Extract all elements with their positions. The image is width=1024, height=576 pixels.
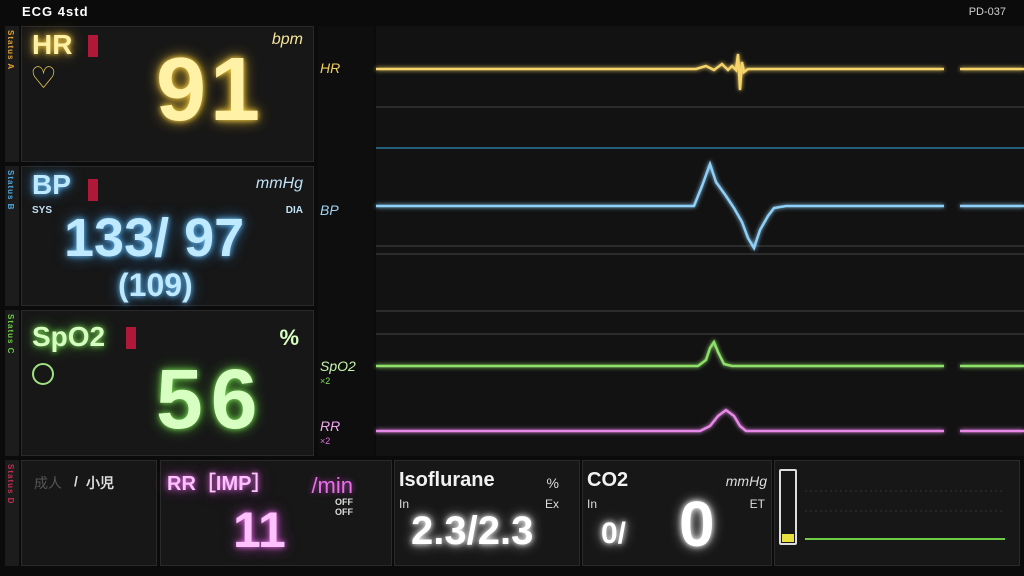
status-strip-d: Status D — [5, 460, 19, 566]
patient-child-option[interactable]: 小児 — [86, 475, 114, 491]
waveform-canvas — [376, 53, 1024, 433]
spo2-unit: % — [279, 325, 299, 350]
isoflurane-value: 2.3/2.3 — [411, 509, 534, 553]
rr-off-indicator-2: OFF — [335, 507, 353, 517]
device-id: PD-037 — [968, 6, 1006, 18]
hr-wave-label: HR — [320, 60, 341, 76]
bp-mean-value: (109) — [118, 267, 193, 303]
co2-level-fill — [782, 534, 794, 542]
patient-adult-option[interactable]: 成人 — [34, 475, 62, 491]
rr-unit: /min — [311, 473, 353, 498]
co2-in-value: 0/ — [601, 517, 627, 550]
bp-alarm-indicator — [88, 179, 98, 201]
rr-wave-label: RR — [320, 418, 341, 434]
hr-panel[interactable]: HR bpm ♡ 91 — [21, 26, 314, 162]
rr-panel[interactable]: RR［IMP］ /min OFF OFF 11 — [160, 460, 392, 566]
rr-wave-scale: ×2 — [320, 436, 331, 446]
status-strip-a: Status A — [5, 26, 19, 162]
co2-in-label: In — [587, 497, 598, 511]
bp-waveform — [376, 160, 1024, 251]
rr-waveform — [376, 408, 1024, 433]
status-strip-b: Status B — [5, 166, 19, 306]
hr-value: 91 — [156, 40, 265, 140]
bp-sys-label: SYS — [32, 205, 53, 216]
co2-et-label: ET — [749, 497, 765, 511]
isoflurane-panel[interactable]: Isoflurane % In Ex 2.3/2.3 — [394, 460, 580, 566]
bp-dia-label: DIA — [285, 205, 303, 216]
bp-wave-label: BP — [320, 202, 339, 218]
co2-panel[interactable]: CO2 mmHg In ET 0/ 0 — [582, 460, 772, 566]
hr-waveform — [376, 53, 1024, 91]
bp-panel[interactable]: BP mmHg SYS DIA 133/ 97 (109) — [21, 166, 314, 306]
co2-level-bar — [779, 469, 797, 545]
waveform-label-column — [318, 26, 374, 456]
co2-label: CO2 — [587, 469, 629, 491]
patient-type-panel[interactable]: 成人 / 小児 — [21, 460, 157, 566]
isoflurane-ex-label: Ex — [544, 497, 559, 511]
spo2-wave-scale: ×2 — [320, 376, 331, 386]
bp-unit: mmHg — [255, 175, 303, 192]
co2-et-value: 0 — [679, 488, 715, 560]
co2-trend-panel — [774, 460, 1020, 566]
co2-unit: mmHg — [725, 473, 767, 489]
heart-icon: ♡ — [30, 62, 57, 95]
rr-value: 11 — [233, 502, 286, 558]
hr-label: HR — [32, 29, 73, 60]
pulse-circle-icon — [32, 363, 54, 385]
bp-value: 133/ 97 — [64, 208, 245, 268]
rr-label: RR［IMP］ — [167, 473, 272, 495]
spo2-label: SpO2 — [32, 321, 106, 352]
isoflurane-unit: % — [546, 475, 559, 491]
hr-alarm-indicator — [88, 35, 98, 57]
isoflurane-in-label: In — [399, 497, 410, 511]
spo2-waveform — [376, 339, 1024, 368]
monitor-title: ECG 4std — [22, 4, 89, 19]
isoflurane-label: Isoflurane — [399, 469, 495, 491]
rr-off-indicator-1: OFF — [335, 497, 353, 507]
hr-unit: bpm — [271, 31, 303, 48]
status-strip-c: Status C — [5, 310, 19, 456]
bp-label: BP — [32, 169, 71, 200]
waveform-area — [376, 26, 1024, 456]
patient-type-separator: / — [74, 473, 78, 489]
top-bar — [0, 0, 1024, 24]
co2-trend-graph — [805, 490, 1005, 540]
spo2-wave-label: SpO2 — [320, 358, 356, 374]
spo2-alarm-indicator — [126, 327, 136, 349]
spo2-panel[interactable]: SpO2 % 56 — [21, 310, 314, 456]
spo2-value: 56 — [156, 352, 266, 446]
